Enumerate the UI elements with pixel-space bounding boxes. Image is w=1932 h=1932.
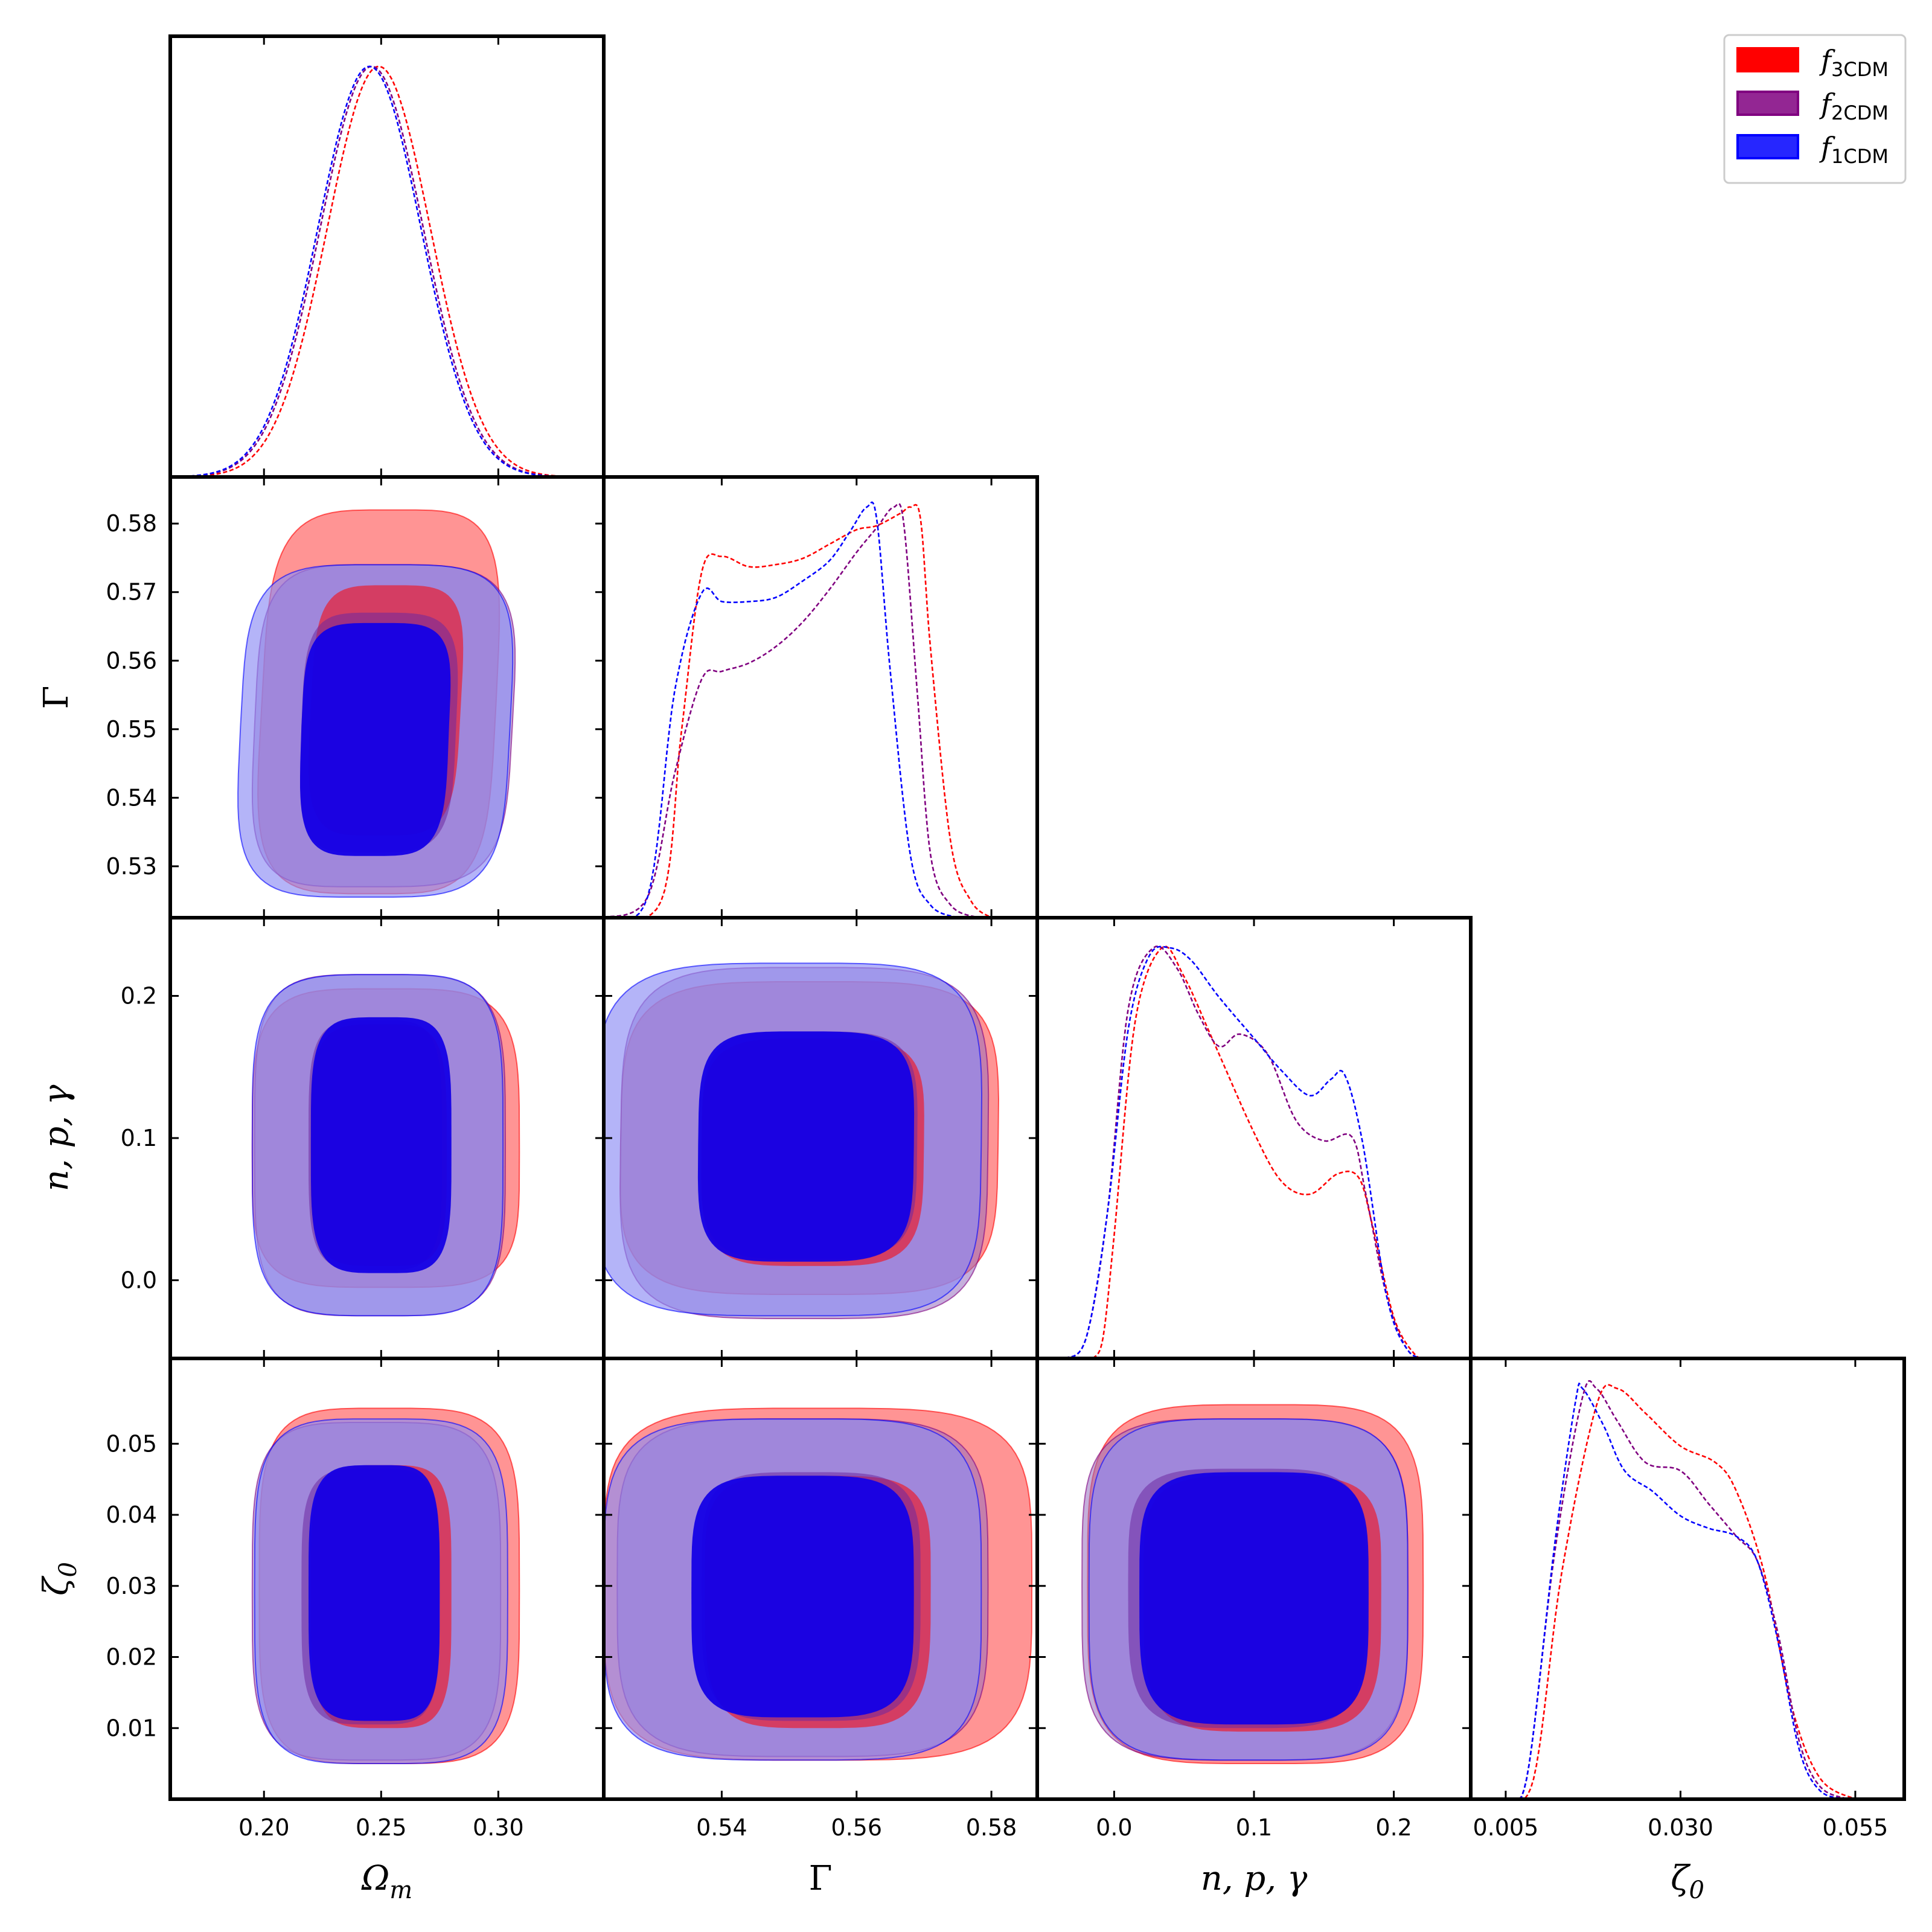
y-tick-label: 0.02 bbox=[106, 1644, 157, 1671]
y-tick-label: 0.1 bbox=[121, 1125, 157, 1151]
marginal-line-f3CDM bbox=[1092, 945, 1429, 1358]
y-axis-label-gamma: Γ bbox=[37, 686, 76, 709]
y-tick-label: 0.54 bbox=[106, 784, 157, 811]
marginal-line-f3CDM bbox=[170, 65, 604, 477]
x-tick-label: 0.005 bbox=[1473, 1814, 1539, 1841]
marginal-line-f1CDM bbox=[170, 65, 604, 477]
marginal-line-f1CDM bbox=[1505, 1382, 1849, 1799]
marginal-line-f2CDM bbox=[170, 65, 604, 477]
marginal-panel-npg bbox=[1064, 945, 1429, 1358]
panel-frame-3-3 bbox=[1469, 1357, 1906, 1801]
panel-frame-2-2 bbox=[1035, 916, 1473, 1360]
y-tick-label: 0.53 bbox=[106, 853, 157, 880]
y-tick-label: 0.04 bbox=[106, 1502, 157, 1528]
x-tick-label: 0.20 bbox=[238, 1814, 290, 1841]
y-axis-label-zeta0: ζ0 bbox=[37, 1562, 82, 1596]
x-axis-label-npg: n, p, γ bbox=[1201, 1859, 1308, 1898]
y-tick-label: 0.55 bbox=[106, 716, 157, 743]
marginal-line-f1CDM bbox=[1064, 945, 1429, 1358]
x-tick-label: 0.30 bbox=[473, 1814, 524, 1841]
y-axis-label-npg: n, p, γ bbox=[37, 1084, 76, 1191]
y-tick-label: 0.2 bbox=[121, 983, 157, 1009]
contour-68-f1CDM bbox=[310, 1017, 452, 1273]
x-axis-label-omega_m: Ωm bbox=[361, 1859, 412, 1904]
y-tick-label: 0.57 bbox=[106, 579, 157, 606]
marginal-panel-zeta0 bbox=[1505, 1380, 1856, 1799]
ticks-layer bbox=[170, 36, 1857, 1799]
y-tick-label: 0.01 bbox=[106, 1715, 157, 1741]
x-tick-label: 0.1 bbox=[1236, 1814, 1272, 1841]
y-tick-label: 0.0 bbox=[121, 1267, 157, 1293]
legend-swatch-1CDM bbox=[1736, 134, 1799, 159]
x-tick-label: 0.54 bbox=[696, 1814, 747, 1841]
x-axis-label-gamma: Γ bbox=[809, 1859, 833, 1898]
panel-frame-1-1 bbox=[602, 475, 1039, 920]
x-tick-label: 0.56 bbox=[831, 1814, 882, 1841]
y-tick-label: 0.58 bbox=[106, 510, 157, 537]
x-tick-label: 0.0 bbox=[1096, 1814, 1132, 1841]
contour-68-f1CDM bbox=[691, 1476, 914, 1718]
marginal-line-f2CDM bbox=[1505, 1380, 1849, 1799]
contour-panel-gamma-npg bbox=[604, 962, 1000, 1319]
contour-68-f1CDM bbox=[300, 622, 451, 856]
x-tick-label: 0.25 bbox=[356, 1814, 407, 1841]
y-tick-label: 0.56 bbox=[106, 647, 157, 674]
x-tick-label: 0.055 bbox=[1823, 1814, 1889, 1841]
panel-frame-0-0 bbox=[168, 34, 606, 479]
panels-layer bbox=[170, 65, 1856, 1799]
marginal-line-f1CDM bbox=[604, 501, 958, 918]
contour-panel-gamma-zeta0 bbox=[604, 1407, 1033, 1761]
contour-panel-npg-zeta0 bbox=[1081, 1404, 1424, 1764]
contour-panel-omega_m-zeta0 bbox=[251, 1407, 520, 1764]
marginal-line-f2CDM bbox=[1064, 945, 1429, 1358]
contour-68-f1CDM bbox=[309, 1465, 440, 1721]
marginal-line-f2CDM bbox=[604, 502, 979, 918]
x-tick-label: 0.2 bbox=[1375, 1814, 1412, 1841]
contour-68-f1CDM bbox=[1139, 1472, 1369, 1725]
contour-panel-omega_m-npg bbox=[251, 974, 520, 1317]
marginal-line-f3CDM bbox=[1505, 1384, 1856, 1799]
marginal-panel-omega_m bbox=[170, 65, 604, 477]
contour-panel-omega_m-gamma bbox=[237, 509, 516, 898]
x-tick-label: 0.58 bbox=[966, 1814, 1017, 1841]
labels-layer: 0.20 0.25 0.30 Ωm 0.54 0.56 0.58 Γ 0.0 0.1 0.2 n, p… bbox=[37, 510, 1888, 1904]
y-tick-label: 0.05 bbox=[106, 1430, 157, 1457]
x-axis-label-zeta0: ζ0 bbox=[1671, 1859, 1704, 1904]
legend-swatch-2CDM bbox=[1736, 91, 1799, 116]
y-tick-label: 0.03 bbox=[106, 1573, 157, 1599]
marginal-panel-gamma bbox=[604, 501, 992, 918]
legend-swatch-3CDM bbox=[1736, 47, 1799, 72]
x-tick-label: 0.030 bbox=[1648, 1814, 1713, 1841]
marginal-line-f3CDM bbox=[604, 504, 992, 918]
contour-68-f1CDM bbox=[697, 1031, 915, 1262]
